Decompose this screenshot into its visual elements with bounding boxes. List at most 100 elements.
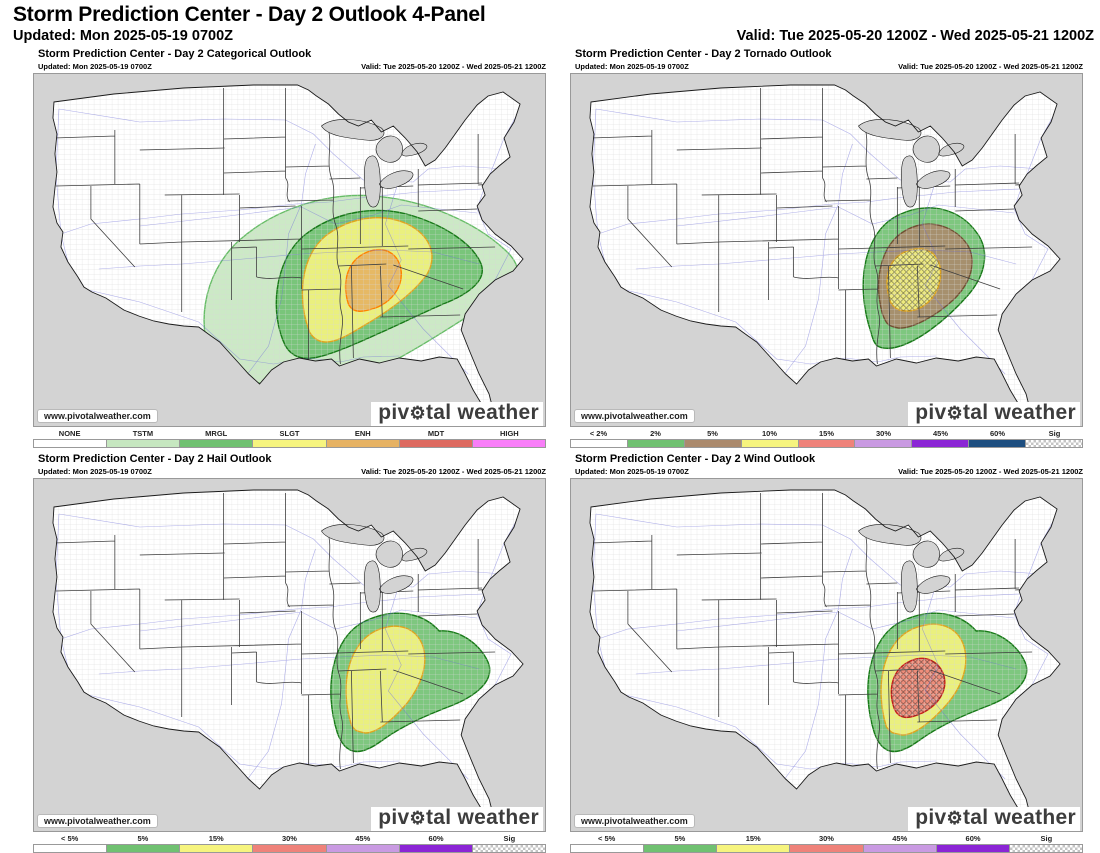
panel-tornado: Storm Prediction Center - Day 2 Tornado … (570, 48, 1083, 448)
panel-wind: Storm Prediction Center - Day 2 Wind Out… (570, 453, 1083, 853)
legend-tornado: < 2% 2% 5% 10% 15% 30% 45% 60% Sig (570, 429, 1083, 448)
legend-swatch (789, 845, 863, 852)
legend-label: 5% (674, 834, 686, 843)
map-tornado[interactable]: www.pivotalweather.com piv⚙tal weather (570, 73, 1083, 427)
legend-swatch (797, 440, 855, 447)
page-updated: Updated: Mon 2025-05-19 0700Z (13, 28, 233, 44)
panel-title: Storm Prediction Center - Day 2 Hail Out… (38, 453, 272, 465)
legend-label: Sig (503, 834, 516, 843)
legend-swatch (34, 845, 107, 852)
logo-text-prefix: piv (915, 401, 947, 424)
legend-label: MRGL (205, 429, 228, 438)
us-map-svg (34, 479, 545, 831)
legend-label: 2% (650, 429, 661, 438)
legend-swatch (626, 440, 684, 447)
legend-label: Sig (1048, 429, 1061, 438)
watermark: www.pivotalweather.com (574, 814, 695, 828)
panel-updated: Updated: Mon 2025-05-19 0700Z (575, 62, 689, 71)
legend-label: 15% (208, 834, 224, 843)
legend-label: 5% (707, 429, 718, 438)
legend-swatch (34, 440, 107, 447)
panel-valid: Valid: Tue 2025-05-20 1200Z - Wed 2025-0… (898, 467, 1083, 476)
legend-label: 45% (892, 834, 908, 843)
panel-title: Storm Prediction Center - Day 2 Tornado … (575, 48, 832, 60)
page-valid: Valid: Tue 2025-05-20 1200Z - Wed 2025-0… (736, 28, 1094, 44)
pivotal-weather-logo: piv⚙tal weather (371, 807, 543, 831)
pivotal-weather-logo: piv⚙tal weather (908, 402, 1080, 426)
legend-label: 60% (989, 429, 1005, 438)
map-hail[interactable]: www.pivotalweather.com piv⚙tal weather (33, 478, 546, 832)
legend-wind: < 5% 5% 15% 30% 45% 60% Sig (570, 834, 1083, 853)
legend-label: TSTM (132, 429, 154, 438)
legend-swatch (571, 440, 627, 447)
legend-swatch (106, 440, 180, 447)
gear-icon: ⚙ (409, 403, 426, 423)
panel-valid: Valid: Tue 2025-05-20 1200Z - Wed 2025-0… (361, 467, 546, 476)
logo-text-suffix: tal weather (962, 806, 1076, 829)
legend-swatch (106, 845, 180, 852)
panel-header-hail: Storm Prediction Center - Day 2 Hail Out… (33, 453, 546, 476)
legend-swatch (683, 440, 741, 447)
watermark: www.pivotalweather.com (37, 409, 158, 423)
legend-label: < 5% (60, 834, 79, 843)
legend-swatch (862, 845, 936, 852)
legend-label: 30% (818, 834, 834, 843)
legend-swatch (398, 440, 472, 447)
gear-icon: ⚙ (946, 403, 963, 423)
panel-header-categorical: Storm Prediction Center - Day 2 Categori… (33, 48, 546, 71)
legend-label: HIGH (499, 429, 519, 438)
logo-text-prefix: piv (378, 401, 410, 424)
panel-title: Storm Prediction Center - Day 2 Wind Out… (575, 453, 816, 465)
us-map-svg (571, 74, 1082, 426)
panel-updated: Updated: Mon 2025-05-19 0700Z (575, 467, 689, 476)
watermark: www.pivotalweather.com (37, 814, 158, 828)
legend-swatch (740, 440, 798, 447)
legend-label: SLGT (279, 429, 300, 438)
legend-swatch (179, 845, 253, 852)
legend-swatch (911, 440, 969, 447)
panel-updated: Updated: Mon 2025-05-19 0700Z (38, 467, 152, 476)
map-categorical[interactable]: www.pivotalweather.com piv⚙tal weather (33, 73, 546, 427)
legend-label: 30% (875, 429, 891, 438)
logo-text-suffix: tal weather (425, 806, 539, 829)
map-wind[interactable]: www.pivotalweather.com piv⚙tal weather (570, 478, 1083, 832)
watermark: www.pivotalweather.com (574, 409, 695, 423)
panel-valid: Valid: Tue 2025-05-20 1200Z - Wed 2025-0… (898, 62, 1083, 71)
pivotal-weather-logo: piv⚙tal weather (908, 807, 1080, 831)
legend-label: 15% (745, 834, 761, 843)
legend-swatch (571, 845, 644, 852)
panel-updated: Updated: Mon 2025-05-19 0700Z (38, 62, 152, 71)
legend-label: NONE (58, 429, 81, 438)
legend-swatch (471, 440, 545, 447)
logo-text-suffix: tal weather (962, 401, 1076, 424)
legend-swatch (471, 845, 545, 852)
legend-label: 45% (355, 834, 371, 843)
legend-label: Sig (1040, 834, 1053, 843)
legend-swatch (252, 845, 326, 852)
panel-hail: Storm Prediction Center - Day 2 Hail Out… (33, 453, 546, 853)
panel-grid: Storm Prediction Center - Day 2 Categori… (0, 45, 1100, 853)
legend-label: 60% (965, 834, 981, 843)
gear-icon: ⚙ (946, 808, 963, 828)
legend-label: 60% (428, 834, 444, 843)
legend-swatch (935, 845, 1009, 852)
panel-categorical: Storm Prediction Center - Day 2 Categori… (33, 48, 546, 448)
logo-text-suffix: tal weather (425, 401, 539, 424)
logo-text-prefix: piv (378, 806, 410, 829)
legend-label: < 5% (597, 834, 616, 843)
us-map-svg (571, 479, 1082, 831)
legend-categorical: NONE TSTM MRGL SLGT ENH MDT HIGH (33, 429, 546, 448)
legend-swatch (179, 440, 253, 447)
legend-label: 10% (761, 429, 777, 438)
masthead: Storm Prediction Center - Day 2 Outlook … (0, 0, 1100, 45)
legend-hail: < 5% 5% 15% 30% 45% 60% Sig (33, 834, 546, 853)
legend-label: 5% (137, 834, 149, 843)
legend-label: MDT (427, 429, 445, 438)
legend-label: 15% (818, 429, 834, 438)
legend-swatch (716, 845, 790, 852)
legend-swatch (398, 845, 472, 852)
legend-swatch (854, 440, 912, 447)
legend-label: 45% (932, 429, 948, 438)
panel-header-tornado: Storm Prediction Center - Day 2 Tornado … (570, 48, 1083, 71)
panel-title: Storm Prediction Center - Day 2 Categori… (38, 48, 312, 60)
